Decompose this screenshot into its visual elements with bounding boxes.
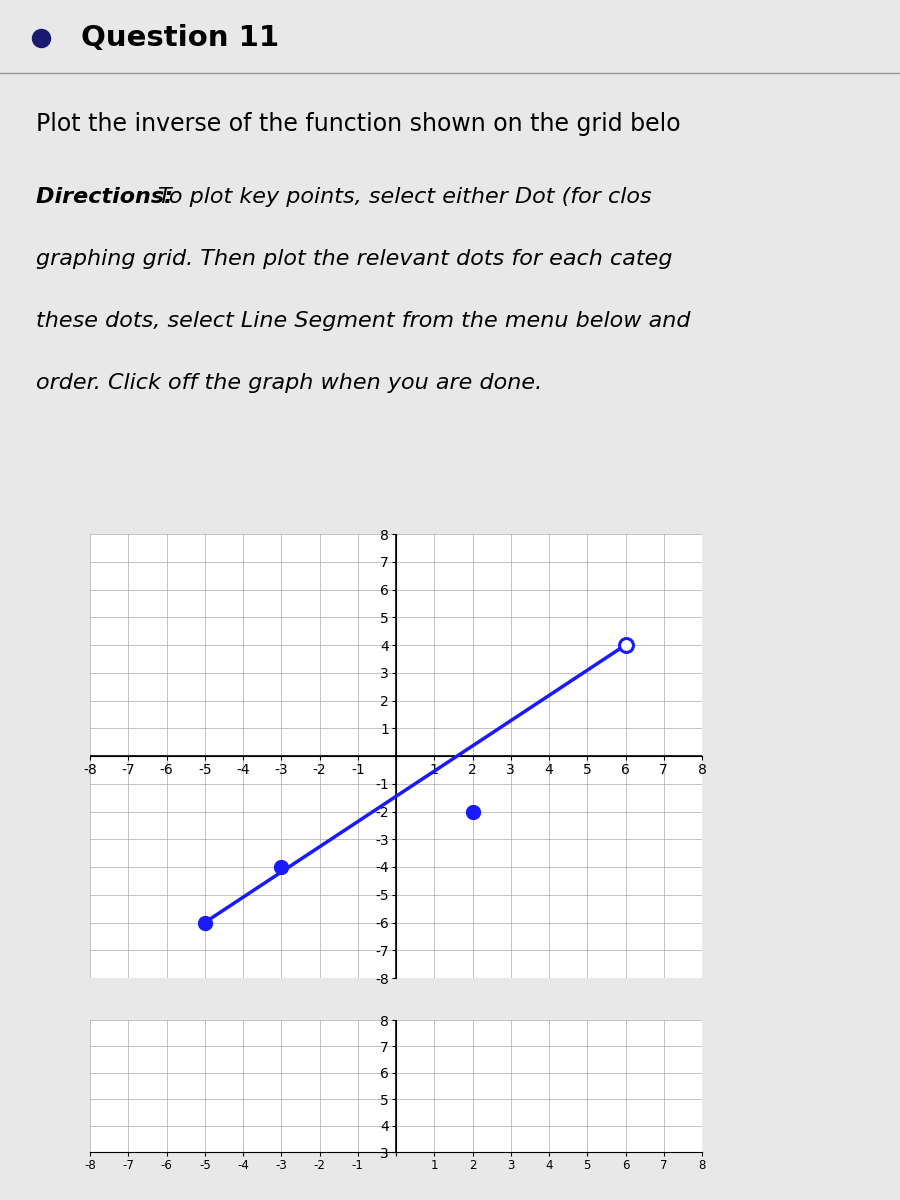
Text: Question 11: Question 11 [81, 24, 279, 52]
Text: To plot key points, select either Dot (for clos: To plot key points, select either Dot (f… [158, 187, 651, 208]
Text: Directions:: Directions: [36, 187, 181, 208]
Text: order. Click off the graph when you are done.: order. Click off the graph when you are … [36, 373, 542, 394]
Text: graphing grid. Then plot the relevant dots for each categ: graphing grid. Then plot the relevant do… [36, 250, 672, 269]
Text: these dots, select Line Segment from the menu below and: these dots, select Line Segment from the… [36, 311, 690, 331]
Text: Plot the inverse of the function shown on the grid belo: Plot the inverse of the function shown o… [36, 113, 680, 136]
